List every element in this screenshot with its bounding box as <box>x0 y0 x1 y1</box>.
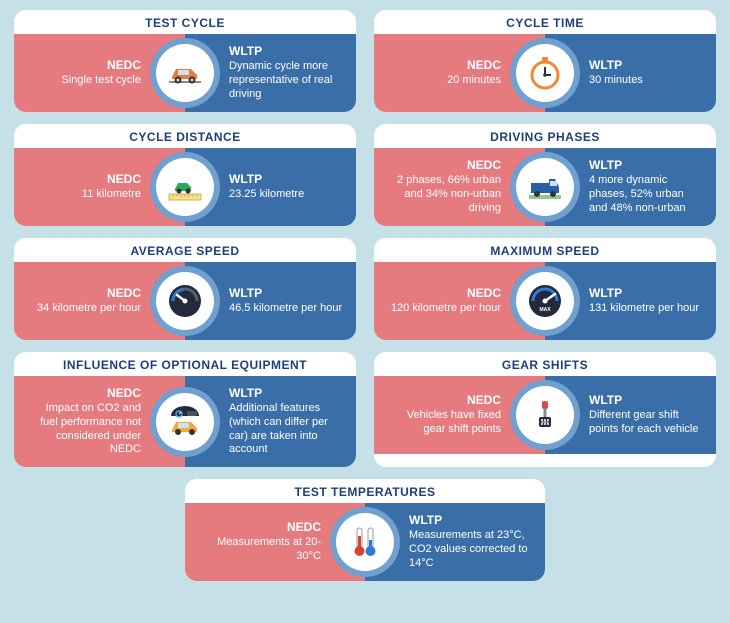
wltp-text: Different gear shift points for each veh… <box>589 409 704 437</box>
card-test-temperatures: TEST TEMPERATURES NEDC Measurements at 2… <box>185 479 545 581</box>
card-title: AVERAGE SPEED <box>14 238 356 262</box>
wltp-text: Additional features (which can differ pe… <box>229 402 344 457</box>
card-title: MAXIMUM SPEED <box>374 238 716 262</box>
wltp-label: WLTP <box>409 513 533 527</box>
nedc-label: NEDC <box>26 386 141 400</box>
card-title: CYCLE TIME <box>374 10 716 34</box>
wltp-label: WLTP <box>589 393 704 407</box>
card-cycle-time: CYCLE TIME NEDC 20 minutes WLTP 30 minut… <box>374 10 716 112</box>
card-title: TEST TEMPERATURES <box>185 479 545 503</box>
wltp-text: Measurements at 23°C, CO2 values correct… <box>409 529 533 570</box>
wltp-label: WLTP <box>589 286 704 300</box>
card-body: NEDC Impact on CO2 and fuel performance … <box>14 376 356 467</box>
card-body: NEDC 120 kilometre per hour WLTP 131 kil… <box>374 262 716 340</box>
infographic-grid: TEST CYCLE NEDC Single test cycle WLTP D… <box>14 10 716 581</box>
wltp-label: WLTP <box>229 44 344 58</box>
stopwatch-icon <box>510 38 580 108</box>
card-driving-phases: DRIVING PHASES NEDC 2 phases, 66% urban … <box>374 124 716 226</box>
nedc-text: 11 kilometre <box>26 188 141 202</box>
wltp-text: 46.5 kilometre per hour <box>229 302 344 316</box>
nedc-label: NEDC <box>26 286 141 300</box>
nedc-text: 20 minutes <box>386 74 501 88</box>
gauge-low-icon <box>150 266 220 336</box>
card-average-speed: AVERAGE SPEED NEDC 34 kilometre per hour… <box>14 238 356 340</box>
nedc-label: NEDC <box>197 520 321 534</box>
card-body: NEDC Vehicles have fixed gear shift poin… <box>374 376 716 454</box>
nedc-text: 120 kilometre per hour <box>386 302 501 316</box>
nedc-label: NEDC <box>386 58 501 72</box>
nedc-text: Measurements at 20-30°C <box>197 536 321 564</box>
nedc-text: 34 kilometre per hour <box>26 302 141 316</box>
wltp-label: WLTP <box>589 58 704 72</box>
card-title: GEAR SHIFTS <box>374 352 716 376</box>
svg-text:MAX: MAX <box>539 307 551 313</box>
card-body: NEDC 11 kilometre WLTP 23.25 kilometre <box>14 148 356 226</box>
gear-icon <box>510 380 580 450</box>
van-blue-icon <box>510 152 580 222</box>
card-title: DRIVING PHASES <box>374 124 716 148</box>
card-title: TEST CYCLE <box>14 10 356 34</box>
wltp-text: 23.25 kilometre <box>229 188 344 202</box>
card-test-cycle: TEST CYCLE NEDC Single test cycle WLTP D… <box>14 10 356 112</box>
car-yellow-dash-icon <box>150 387 220 457</box>
wltp-label: WLTP <box>229 286 344 300</box>
car-green-ruler-icon <box>150 152 220 222</box>
card-body: NEDC 34 kilometre per hour WLTP 46.5 kil… <box>14 262 356 340</box>
card-optional-equipment: INFLUENCE OF OPTIONAL EQUIPMENT NEDC Imp… <box>14 352 356 467</box>
nedc-label: NEDC <box>386 393 501 407</box>
wltp-text: 30 minutes <box>589 74 704 88</box>
nedc-label: NEDC <box>26 58 141 72</box>
card-title: INFLUENCE OF OPTIONAL EQUIPMENT <box>14 352 356 376</box>
nedc-label: NEDC <box>26 172 141 186</box>
wltp-label: WLTP <box>229 386 344 400</box>
card-body: NEDC Single test cycle WLTP Dynamic cycl… <box>14 34 356 112</box>
wltp-label: WLTP <box>229 172 344 186</box>
card-maximum-speed: MAXIMUM SPEED NEDC 120 kilometre per hou… <box>374 238 716 340</box>
card-body: NEDC Measurements at 20-30°C WLTP Measur… <box>185 503 545 581</box>
wltp-text: Dynamic cycle more representative of rea… <box>229 60 344 101</box>
nedc-label: NEDC <box>386 158 501 172</box>
wltp-text: 4 more dynamic phases, 52% urban and 48%… <box>589 174 704 215</box>
nedc-text: Vehicles have fixed gear shift points <box>386 409 501 437</box>
nedc-text: 2 phases, 66% urban and 34% non-urban dr… <box>386 174 501 215</box>
wltp-text: 131 kilometre per hour <box>589 302 704 316</box>
thermometers-icon <box>330 507 400 577</box>
card-title: CYCLE DISTANCE <box>14 124 356 148</box>
nedc-text: Single test cycle <box>26 74 141 88</box>
nedc-label: NEDC <box>386 286 501 300</box>
card-cycle-distance: CYCLE DISTANCE NEDC 11 kilometre WLTP 23… <box>14 124 356 226</box>
card-body: NEDC 20 minutes WLTP 30 minutes <box>374 34 716 112</box>
wltp-label: WLTP <box>589 158 704 172</box>
gauge-max-icon: MAX <box>510 266 580 336</box>
nedc-text: Impact on CO2 and fuel performance not c… <box>26 402 141 457</box>
card-gear-shifts: GEAR SHIFTS NEDC Vehicles have fixed gea… <box>374 352 716 467</box>
car-orange-icon <box>150 38 220 108</box>
card-body: NEDC 2 phases, 66% urban and 34% non-urb… <box>374 148 716 226</box>
